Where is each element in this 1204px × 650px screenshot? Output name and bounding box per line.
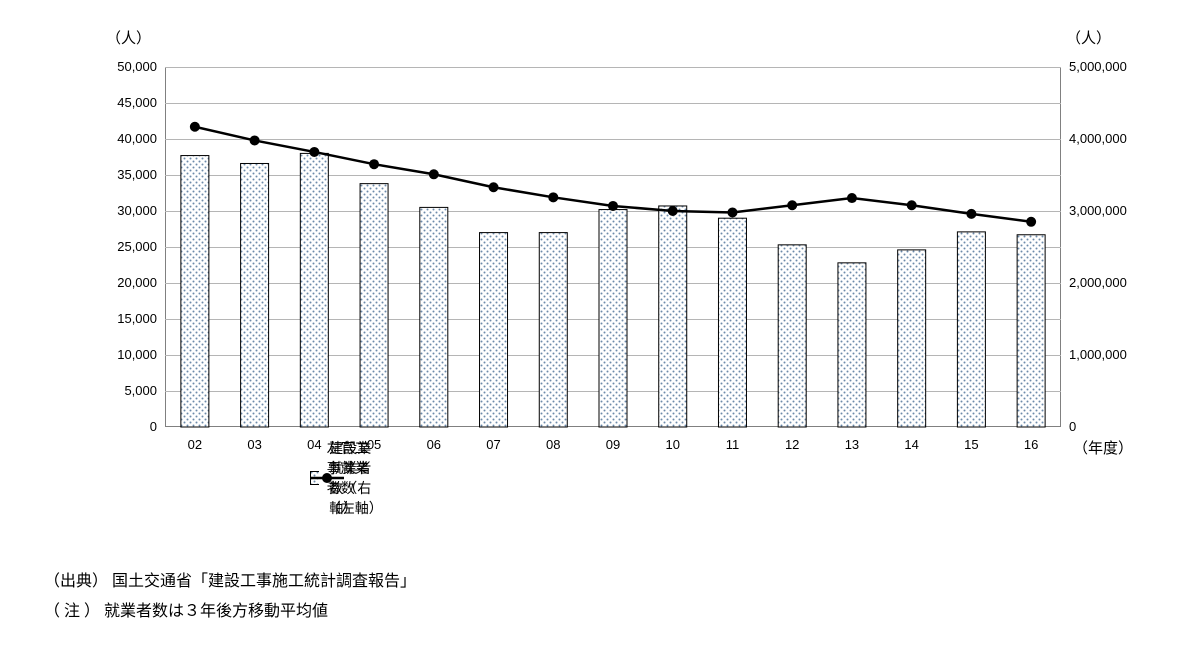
left-axis-unit: （人） <box>106 27 151 48</box>
left-tick-label: 5,000 <box>124 383 157 398</box>
line-marker <box>847 193 857 203</box>
left-tick-label: 35,000 <box>117 167 157 182</box>
left-tick-label: 10,000 <box>117 347 157 362</box>
x-tick-label: 16 <box>1024 437 1038 452</box>
left-tick-label: 30,000 <box>117 203 157 218</box>
right-tick-label: 3,000,000 <box>1069 203 1127 218</box>
x-tick-label: 12 <box>785 437 799 452</box>
line-marker <box>489 182 499 192</box>
chart-line <box>165 67 1061 427</box>
right-tick-label: 0 <box>1069 419 1076 434</box>
line-marker <box>429 169 439 179</box>
x-tick-label: 04 <box>307 437 321 452</box>
note-remark: （ 注 ） 就業者数は３年後方移動平均値 <box>44 597 328 621</box>
legend-swatch-line <box>310 471 321 485</box>
left-tick-label: 45,000 <box>117 95 157 110</box>
x-tick-label: 14 <box>904 437 918 452</box>
x-tick-label: 09 <box>606 437 620 452</box>
line-marker <box>369 159 379 169</box>
x-tick-label: 11 <box>726 437 740 452</box>
right-axis-unit: （人） <box>1066 27 1111 48</box>
left-tick-label: 0 <box>150 419 157 434</box>
x-axis-unit: （年度） <box>1073 437 1133 458</box>
x-tick-label: 07 <box>486 437 500 452</box>
line-marker <box>966 209 976 219</box>
left-tick-label: 40,000 <box>117 131 157 146</box>
left-tick-label: 50,000 <box>117 59 157 74</box>
left-tick-label: 20,000 <box>117 275 157 290</box>
note-remark-text: 就業者数は３年後方移動平均値 <box>104 603 328 620</box>
note-source-label: （出典） <box>44 573 108 590</box>
line-marker <box>309 147 319 157</box>
right-tick-label: 5,000,000 <box>1069 59 1127 74</box>
right-tick-label: 1,000,000 <box>1069 347 1127 362</box>
note-source-text: 国土交通省「建設工事施工統計調査報告」 <box>112 573 416 590</box>
x-tick-label: 13 <box>845 437 859 452</box>
x-tick-label: 03 <box>247 437 261 452</box>
line-marker <box>1026 217 1036 227</box>
x-tick-label: 05 <box>367 437 381 452</box>
line-marker <box>250 135 260 145</box>
line-marker <box>787 200 797 210</box>
x-tick-label: 08 <box>546 437 560 452</box>
line-marker <box>548 192 558 202</box>
x-tick-label: 10 <box>665 437 679 452</box>
line-marker <box>907 200 917 210</box>
x-tick-label: 06 <box>427 437 441 452</box>
line-marker <box>668 206 678 216</box>
right-tick-label: 2,000,000 <box>1069 275 1127 290</box>
note-remark-label: （ 注 ） <box>44 603 100 620</box>
note-source: （出典） 国土交通省「建設工事施工統計調査報告」 <box>44 567 416 591</box>
left-tick-label: 15,000 <box>117 311 157 326</box>
line-marker <box>190 122 200 132</box>
left-tick-label: 25,000 <box>117 239 157 254</box>
x-tick-label: 15 <box>964 437 978 452</box>
line-marker <box>727 207 737 217</box>
line-marker <box>608 201 618 211</box>
right-tick-label: 4,000,000 <box>1069 131 1127 146</box>
x-tick-label: 02 <box>188 437 202 452</box>
